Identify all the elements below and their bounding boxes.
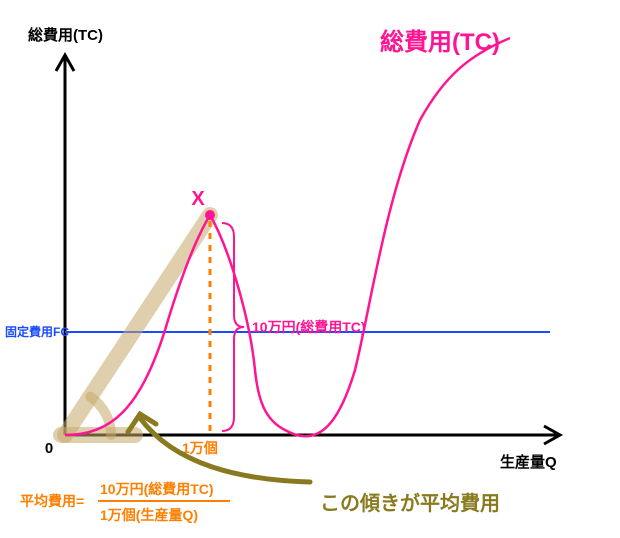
slope-chord — [65, 215, 210, 435]
x-point-label: X — [191, 188, 205, 210]
formula-numerator: 10万円(総費用TC) — [100, 481, 214, 497]
y-axis-label: 総費用(TC) — [28, 26, 103, 44]
slope-annotation-text: この傾きが平均費用 — [320, 491, 500, 515]
quantity-label: 1万個 — [182, 440, 218, 456]
formula-denominator: 1万個(生産量Q) — [100, 507, 198, 523]
total-cost-title: 総費用(TC) — [380, 28, 500, 56]
average-cost-formula: 平均費用= 10万円(総費用TC) 1万個(生産量Q) — [20, 481, 230, 523]
total-cost-curve — [65, 38, 510, 436]
tc-height-label: 10万円(総費用TC) — [252, 319, 366, 335]
formula-lhs: 平均費用= — [20, 493, 84, 509]
axes-group: 総費用(TC) 生産量Q 0 — [28, 26, 560, 471]
slope-annotation-arrow — [140, 418, 310, 482]
chart-root: 総費用(TC) 生産量Q 0 固定費用FC 総費用(TC) 1万個 X 10万円… — [0, 0, 620, 538]
x-point-dot — [205, 210, 215, 220]
chart-svg: 総費用(TC) 生産量Q 0 固定費用FC 総費用(TC) 1万個 X 10万円… — [0, 0, 620, 538]
origin-label: 0 — [45, 440, 53, 457]
slope-highlight — [61, 215, 210, 435]
tc-height-brace — [222, 223, 244, 431]
fixed-cost-label: 固定費用FC — [5, 324, 69, 339]
x-axis-label: 生産量Q — [500, 453, 557, 471]
